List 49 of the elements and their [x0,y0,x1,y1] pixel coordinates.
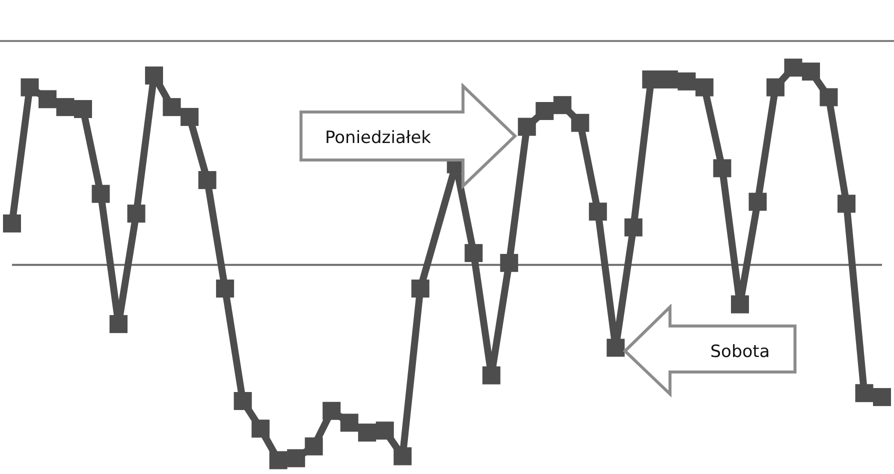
point [20,78,39,96]
point [358,424,376,442]
point [92,184,110,203]
point [730,295,749,314]
point [855,384,874,402]
point [464,244,483,262]
point [713,159,732,178]
point [340,414,358,432]
point [536,102,554,120]
point [198,171,216,190]
point [322,402,341,420]
point [38,90,57,108]
point [376,422,394,440]
point [695,78,714,96]
point [642,70,660,88]
point [802,62,820,81]
point [74,100,92,118]
point [216,280,234,298]
point [624,218,642,236]
point [127,204,146,223]
point [3,214,21,232]
point [606,338,625,357]
point [678,72,696,90]
point [110,315,128,334]
point [820,88,838,106]
point [394,447,412,466]
annotation: Poniedziałek [325,128,432,148]
point [252,420,270,438]
point [588,202,607,221]
point [269,451,288,470]
point [304,437,323,456]
point [518,118,536,136]
annotation: Sobota [710,342,770,362]
point [784,58,802,77]
point [411,280,430,298]
point [162,98,181,116]
point [837,194,856,213]
point [553,96,572,114]
point [873,388,891,406]
point [748,192,767,211]
point [571,114,590,132]
point [660,70,678,88]
point [500,254,518,272]
point [180,108,199,126]
point [234,392,252,410]
point [766,78,784,96]
point [145,66,164,85]
point [482,366,500,384]
point [287,449,306,468]
